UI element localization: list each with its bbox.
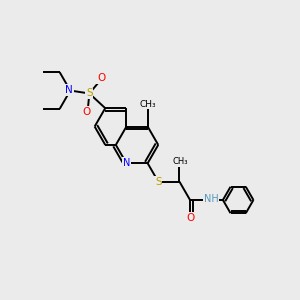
Text: S: S (86, 88, 93, 98)
Text: N: N (65, 85, 73, 95)
Text: O: O (186, 213, 194, 223)
Text: NH: NH (204, 194, 219, 204)
Text: O: O (97, 73, 105, 83)
Text: S: S (155, 177, 162, 187)
Text: CH₃: CH₃ (172, 158, 188, 166)
Text: O: O (82, 107, 91, 117)
Text: CH₃: CH₃ (140, 100, 156, 109)
Text: N: N (123, 158, 130, 168)
